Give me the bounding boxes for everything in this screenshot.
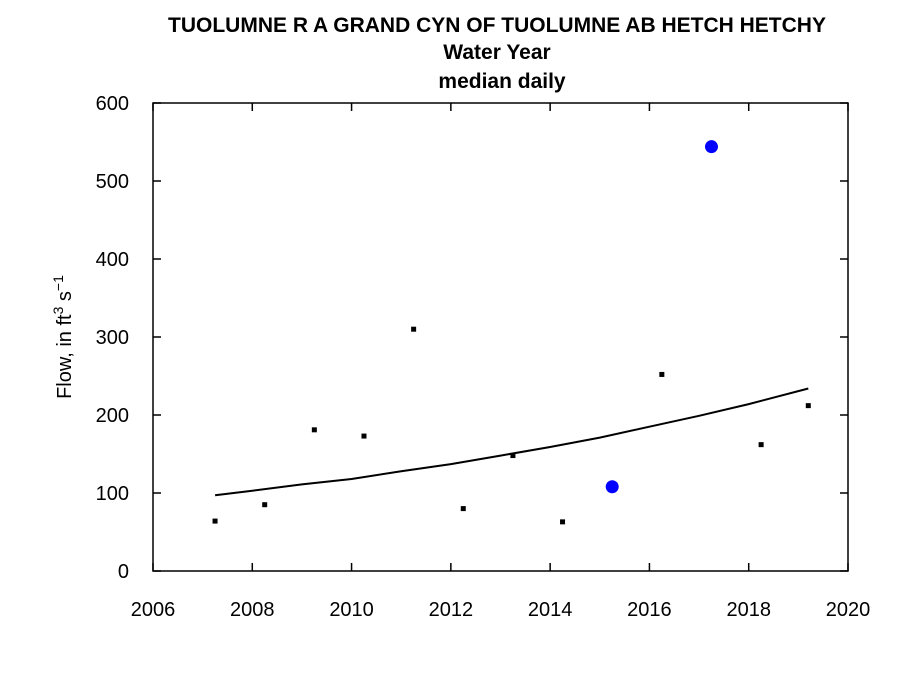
x-tick-label: 2016 xyxy=(627,599,672,621)
y-tick-label: 300 xyxy=(96,327,129,349)
data-point xyxy=(659,371,665,377)
data-point xyxy=(212,518,218,524)
data-point xyxy=(805,403,811,409)
chart-subtitle-2: median daily xyxy=(438,70,566,93)
chart-title: TUOLUMNE R A GRAND CYN OF TUOLUMNE AB HE… xyxy=(168,14,826,37)
y-axis-label: Flow, in ft3 s−1 xyxy=(50,275,76,399)
y-tick-label: 200 xyxy=(96,405,129,427)
data-point xyxy=(311,427,317,433)
data-point xyxy=(361,433,367,439)
y-axis-label-exp2: −1 xyxy=(50,275,66,291)
series-layer xyxy=(212,140,811,525)
y-tick-label: 0 xyxy=(118,561,129,583)
x-axis: 2006 2008 2010 2012 2014 2016 2018 2020 xyxy=(131,103,871,621)
data-point xyxy=(460,506,466,512)
x-tick-label: 2008 xyxy=(230,599,275,621)
data-point xyxy=(262,502,268,508)
trend-line xyxy=(214,387,809,497)
x-tick-label: 2012 xyxy=(429,599,474,621)
y-tick-label: 100 xyxy=(96,483,129,505)
data-point xyxy=(758,442,764,448)
y-axis-label-main: Flow, in ft xyxy=(54,314,76,399)
data-point xyxy=(510,453,516,459)
y-axis-label-exp1: 3 xyxy=(50,306,66,314)
plot-frame xyxy=(152,102,849,572)
chart-subtitle: Water Year xyxy=(443,41,550,64)
data-point-large xyxy=(704,140,718,154)
y-tick-label: 600 xyxy=(96,93,129,115)
y-tick-label: 400 xyxy=(96,249,129,271)
y-axis: 0 100 200 300 400 500 600 xyxy=(96,93,848,583)
x-tick-label: 2018 xyxy=(726,599,771,621)
x-tick-label: 2020 xyxy=(826,599,871,621)
y-axis-label-middle: s xyxy=(54,291,76,307)
data-point xyxy=(411,326,417,332)
x-tick-label: 2014 xyxy=(528,599,573,621)
data-point-large xyxy=(605,480,619,494)
x-tick-label: 2010 xyxy=(329,599,374,621)
y-tick-label: 500 xyxy=(96,171,129,193)
data-point xyxy=(560,519,566,525)
x-tick-label: 2006 xyxy=(131,599,176,621)
